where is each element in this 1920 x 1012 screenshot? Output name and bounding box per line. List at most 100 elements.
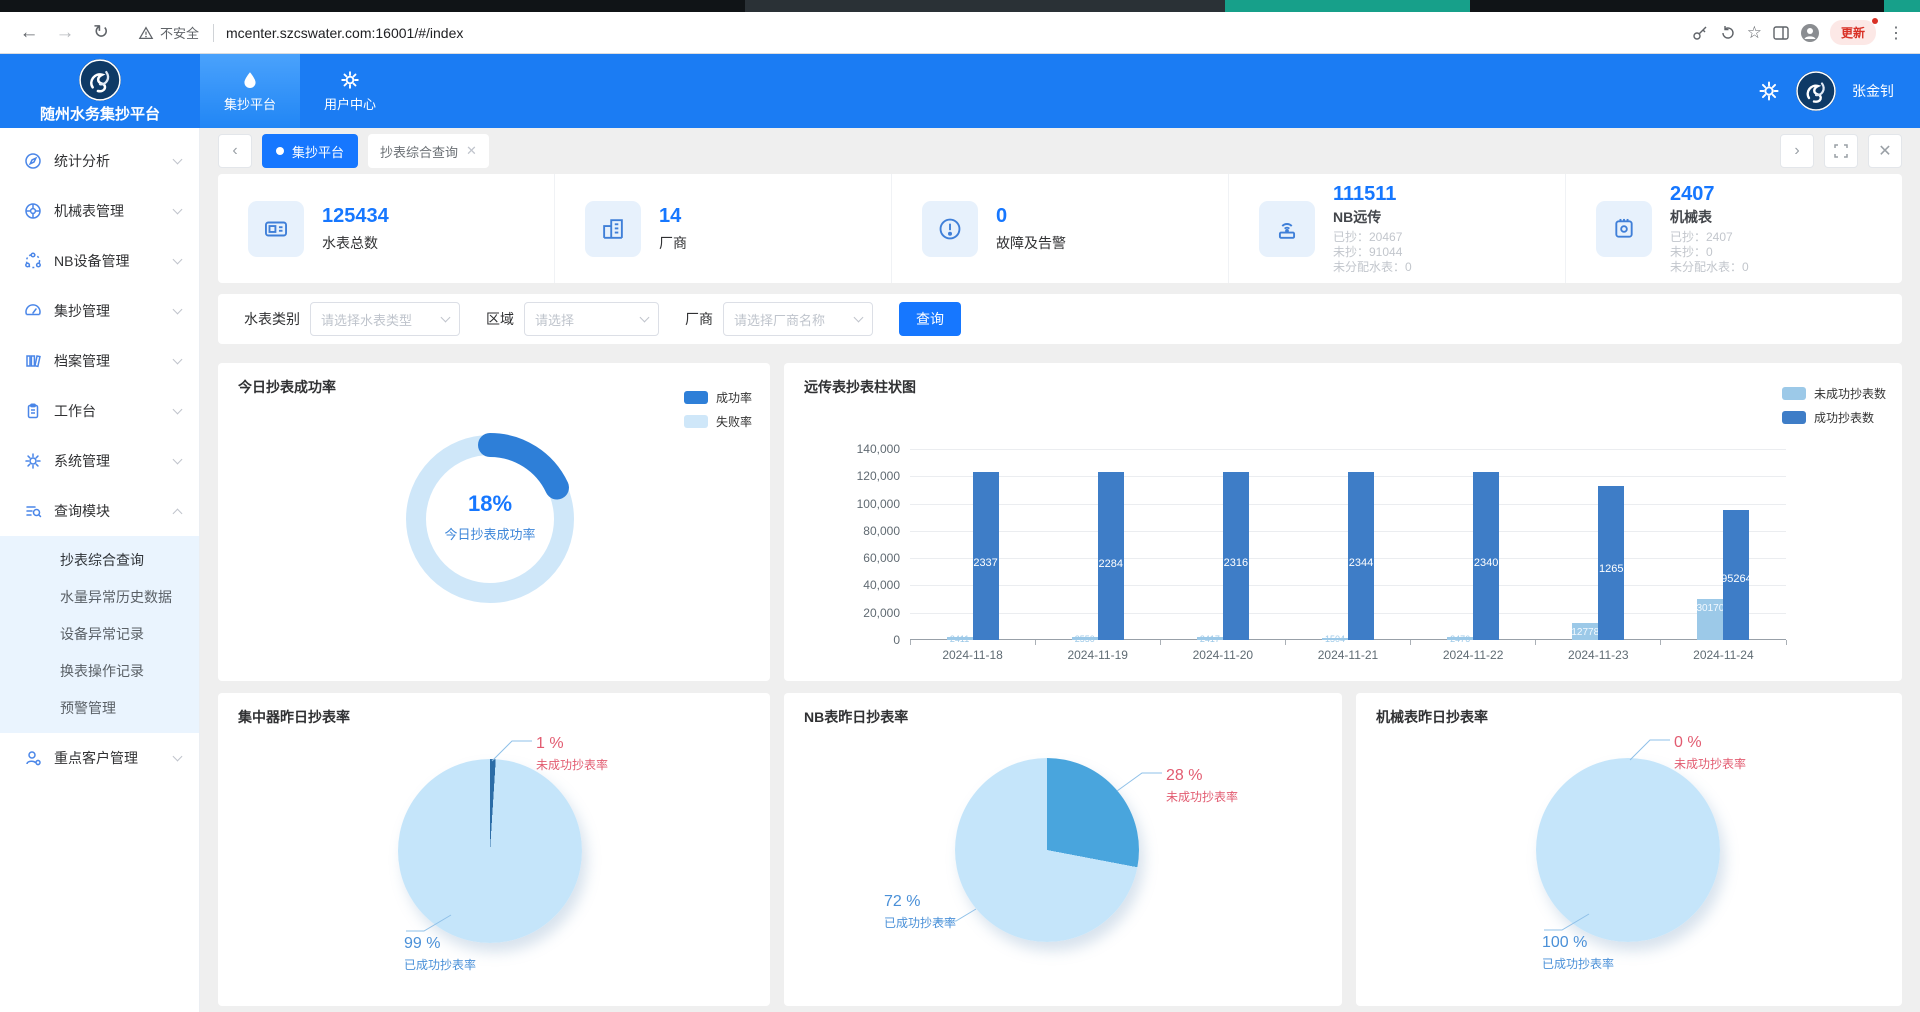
stat-subline: 未分配水表：0 [1333, 259, 1412, 274]
tab-strip-segment [1884, 0, 1920, 12]
tabs-scroll-right-button[interactable]: › [1780, 134, 1814, 168]
tab-collection-platform[interactable]: 集抄平台 [262, 134, 359, 168]
bar-value-label: 2316 [1223, 557, 1249, 570]
legend-swatch [683, 391, 708, 404]
stat-nb-remote: 111511 NB远传 已抄：20467 未抄：91044 未分配水表：0 [1228, 174, 1565, 283]
chevron-down-icon [639, 312, 650, 323]
x-axis-tick [1159, 640, 1161, 645]
browser-menu-icon[interactable]: ⋮ [1888, 24, 1904, 42]
legend-swatch [1781, 387, 1806, 400]
sidebar-item-key-customers[interactable]: 重点客户管理 [0, 733, 199, 783]
user-name[interactable]: 张金钊 [1852, 83, 1894, 99]
sidebar-subitem-warning-mgmt[interactable]: 预警管理 [60, 700, 116, 716]
stat-subline: 未抄：91044 [1333, 244, 1403, 259]
chart-title: 集中器昨日抄表率 [238, 709, 350, 725]
sidebar-item-collection-mgmt[interactable]: 集抄管理 [0, 286, 199, 336]
site-security-chip[interactable]: 不安全 [138, 23, 199, 42]
sidebar-item-label: 工作台 [54, 403, 96, 419]
stat-value: 125434 [322, 204, 389, 227]
chevron-down-icon [172, 304, 183, 314]
sidebar-item-label: 重点客户管理 [54, 750, 138, 766]
bookmark-star-icon[interactable]: ☆ [1746, 22, 1762, 42]
sidebar-item-workbench[interactable]: 工作台 [0, 386, 199, 436]
bar-successful: 2316 [1222, 471, 1249, 640]
sidebar-item-label: 档案管理 [54, 353, 110, 369]
stat-mechanical-meters: 2407 机械表 已抄：2407 未抄：0 未分配水表：0 [1565, 174, 1902, 283]
sidebar-item-statistics[interactable]: 统计分析 [0, 136, 199, 186]
stat-faults-alarms: 0 故障及告警 [891, 174, 1228, 283]
search-button[interactable]: 查询 [899, 302, 961, 336]
reload-icon[interactable]: ↻ [93, 22, 109, 43]
company-logo [79, 58, 121, 101]
user-avatar[interactable] [1796, 71, 1836, 111]
sidebar-subitem-device-abnormal-records[interactable]: 设备异常记录 [60, 626, 144, 642]
key-icon[interactable] [1691, 24, 1709, 42]
sidebar-subitem-abnormal-water-history[interactable]: 水量异常历史数据 [60, 589, 172, 605]
sidebar-item-system-mgmt[interactable]: 系统管理 [0, 436, 199, 486]
sidebar-item-query-module[interactable]: 查询模块 [0, 486, 199, 536]
sidebar-item-mechanical-meter[interactable]: 机械表管理 [0, 186, 199, 236]
bar-value-label: 2340 [1473, 557, 1499, 570]
stat-subline: 已抄：2407 [1670, 229, 1733, 244]
legend-item-fail[interactable]: 失败率 [683, 413, 752, 430]
gauge-icon [24, 302, 42, 320]
building-icon [585, 200, 641, 257]
sidebar: 统计分析 机械表管理 NB设备管理 [0, 128, 200, 1012]
legend-item-unsuccessful[interactable]: 未成功抄表数 [1781, 385, 1886, 402]
forward-icon[interactable]: → [55, 21, 75, 43]
chevron-down-icon [172, 354, 183, 364]
bar-group: 2411 2337 [910, 449, 1035, 644]
sidebar-item-nb-devices[interactable]: NB设备管理 [0, 236, 199, 286]
profile-avatar-icon[interactable] [1800, 23, 1820, 43]
bar-value-label: 2476 [1450, 634, 1471, 644]
close-tab-icon[interactable]: ✕ [466, 143, 477, 158]
chart-title: 今日抄表成功率 [238, 379, 336, 395]
x-axis-category-label: 2024-11-24 [1693, 648, 1754, 662]
chevron-down-icon [172, 751, 183, 761]
header-nav-user-center[interactable]: 用户中心 [300, 54, 400, 128]
sidebar-subitem-meter-reading-query[interactable]: 抄表综合查询 [60, 552, 144, 568]
wifi-device-icon [1259, 200, 1315, 257]
legend-label: 未成功抄表数 [1813, 387, 1886, 401]
settings-gear-icon[interactable] [1758, 80, 1780, 102]
legend-label: 成功率 [715, 391, 752, 405]
bar-value-label: 2284 [1098, 557, 1123, 570]
address-bar[interactable]: mcenter.szcswater.com:16001/#/index [226, 24, 464, 41]
stat-value: 0 [996, 204, 1008, 227]
droplet-icon [244, 71, 256, 88]
close-all-tabs-button[interactable]: ✕ [1868, 134, 1902, 168]
bar-group: 12778 1265 [1536, 449, 1661, 640]
stat-value: 14 [659, 204, 682, 227]
header-nav: 集抄平台 用户中心 [200, 54, 400, 128]
meter-type-select[interactable]: 请选择水表类型 [310, 302, 460, 336]
side-panel-icon[interactable] [1772, 24, 1790, 42]
donut-success-arc [404, 433, 576, 605]
bar-value-label: 12778 [1571, 626, 1600, 638]
stat-label: 机械表 [1670, 208, 1712, 225]
legend-item-successful[interactable]: 成功抄表数 [1781, 409, 1874, 426]
donut-chart-panel: 今日抄表成功率 成功率 失败率 [218, 363, 770, 681]
tab-meter-reading-query[interactable]: 抄表综合查询 ✕ [368, 134, 489, 168]
sidebar-item-label: 系统管理 [54, 453, 110, 469]
bar-successful: 95264 [1721, 510, 1752, 640]
sidebar-item-label: 统计分析 [54, 153, 110, 169]
tab-label: 抄表综合查询 [380, 144, 459, 160]
pie-panel-concentrator: 集中器昨日抄表率 1 % 未成功抄表率 99 % 已成功抄表率 [218, 693, 770, 1006]
vendor-select[interactable]: 请选择厂商名称 [723, 302, 873, 336]
browser-update-button[interactable]: 更新 [1829, 18, 1879, 45]
back-icon[interactable]: ← [19, 21, 39, 43]
pie-label-successful: 72 % 已成功抄表率 [884, 893, 957, 930]
region-select[interactable]: 请选择 [524, 302, 659, 336]
fullscreen-button[interactable] [1824, 134, 1858, 168]
x-axis-tick [909, 640, 911, 645]
bar-value-label: 2337 [973, 557, 998, 570]
legend-item-success[interactable]: 成功率 [683, 389, 752, 406]
bar-group: 1504 2344 [1285, 449, 1410, 644]
pie-label-successful: 99 % 已成功抄表率 [404, 935, 477, 972]
share-icon[interactable] [1719, 24, 1737, 42]
header-nav-collection-platform[interactable]: 集抄平台 [200, 54, 300, 128]
sidebar-subitem-meter-replacement-records[interactable]: 换表操作记录 [60, 663, 144, 679]
sidebar-item-archives[interactable]: 档案管理 [0, 336, 199, 386]
bar-value-label: 2411 [949, 634, 970, 644]
tabs-scroll-left-button[interactable]: ‹ [218, 134, 252, 168]
